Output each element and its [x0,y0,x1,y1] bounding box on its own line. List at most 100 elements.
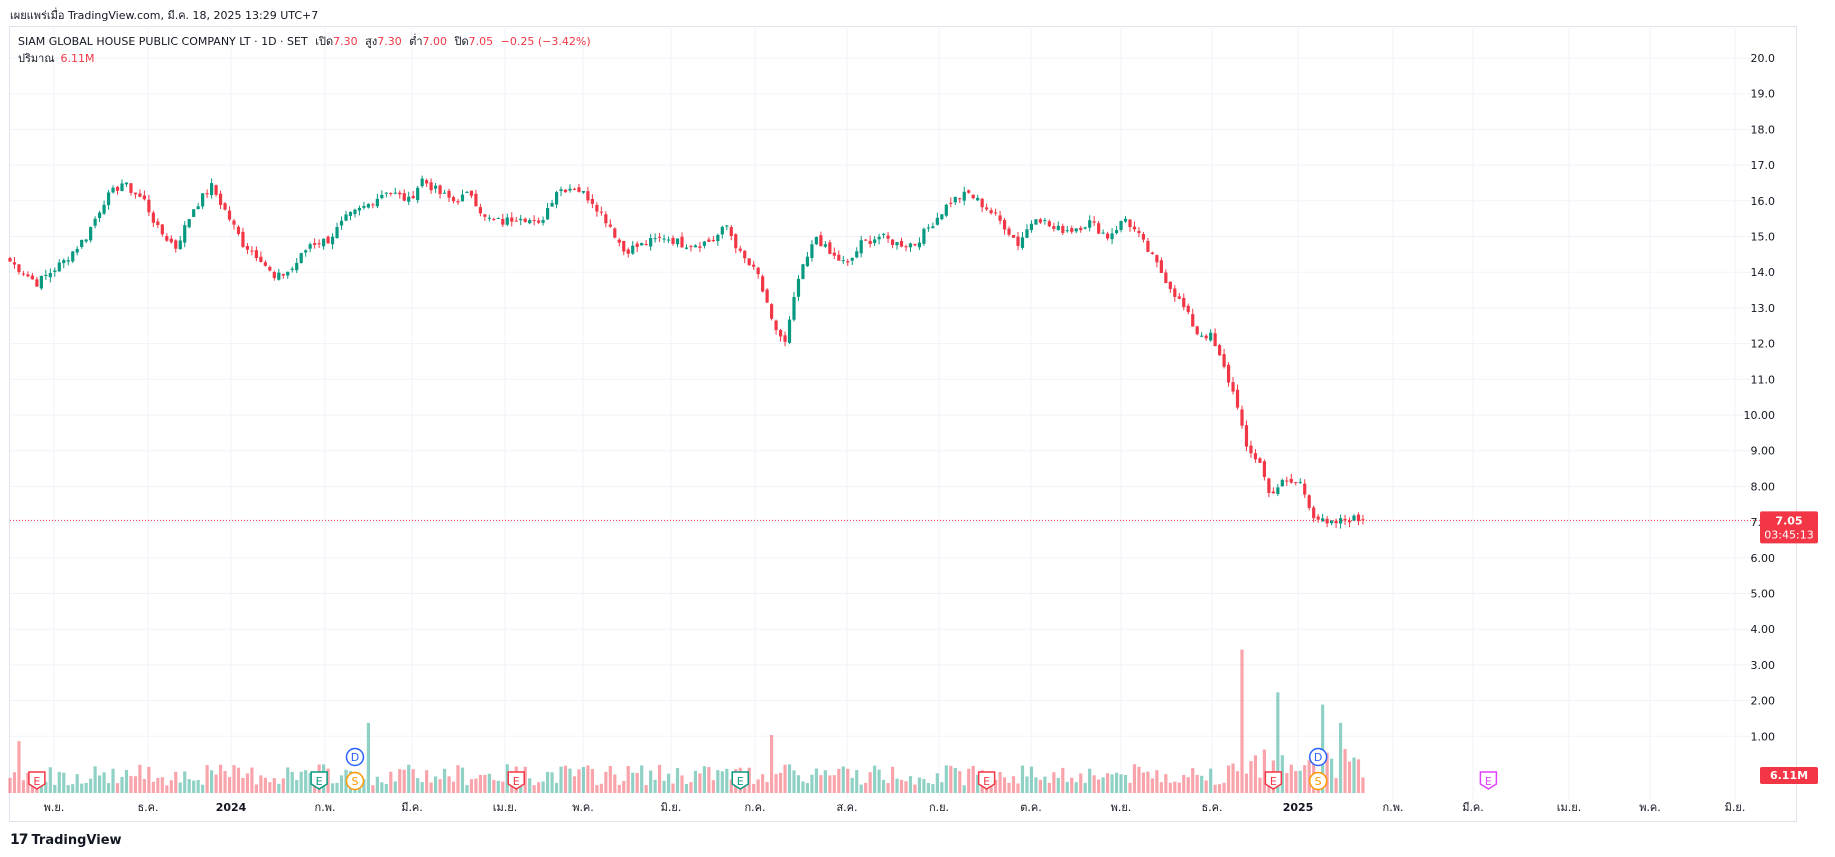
event-label: D [351,751,359,764]
volume-bar [389,771,393,793]
dividend-marker[interactable]: D [345,747,365,767]
high-label: สูง [365,35,378,48]
candle-body [245,246,250,250]
volume-bar [456,765,460,793]
volume-bar [402,769,406,793]
candle-body [734,234,738,249]
candle-body [1343,518,1347,521]
candle-body [774,320,778,331]
candle-body [559,189,563,192]
volume-bar [510,782,514,793]
volume-bar [563,765,568,793]
volume-bar [205,765,209,793]
time-tick: 2025 [1283,801,1314,814]
volume-bar [1168,782,1172,793]
candle-body [707,239,711,242]
candle-body [496,218,500,220]
tradingview-brand[interactable]: 17 TradingView [10,832,122,848]
volume-bar [308,773,312,793]
price-tick: 6.00 [1751,552,1776,565]
candle-body [201,193,205,207]
candle-body [1029,223,1034,231]
candle-body [1209,332,1213,341]
symbol-name[interactable]: SIAM GLOBAL HOUSE PUBLIC COMPANY LT · 1D… [18,35,308,48]
volume-bar [465,785,469,793]
earnings-marker[interactable]: E [310,771,328,790]
volume-bar [761,774,765,793]
candle-body [940,214,944,220]
volume-bar [1047,782,1051,793]
volume-bar [1213,784,1217,793]
candle-body [528,220,532,224]
candle-body [317,243,321,245]
candle-body [917,242,922,248]
earnings-marker[interactable]: E [731,771,749,790]
candle-body [1074,228,1078,232]
event-markers: E EDS E E E EDS E [28,747,1498,791]
candle-body [1056,225,1060,230]
candle-body [1262,461,1266,477]
volume-bar [245,773,250,793]
earnings-marker[interactable]: E [1264,771,1283,790]
volume-bar [658,764,662,793]
volume-bar [1280,755,1284,793]
candle-body [1280,479,1284,487]
volume-bar [1191,768,1195,793]
earnings-marker[interactable]: E [28,771,46,790]
volume-bar [469,779,474,793]
volume-bar [1195,774,1199,793]
volume-bar [586,765,590,793]
candle-body [1092,221,1096,223]
earnings-marker[interactable]: E [1479,771,1498,790]
candle-body [1235,389,1240,408]
volume-bar [183,771,187,793]
volume-bar [1029,766,1034,793]
candle-body [66,260,70,262]
price-tick: 8.00 [1751,480,1776,493]
split-marker[interactable]: S [1308,771,1328,791]
volume-bar [1361,777,1365,793]
candle-body [689,246,693,248]
candle-body [478,207,482,214]
volume-bar [626,765,630,793]
earnings-marker[interactable]: E [507,771,525,790]
candle-body [1356,514,1361,522]
candle-body [770,304,774,319]
split-marker[interactable]: S [345,771,365,791]
candle-body [1258,458,1262,463]
volume-bar [111,768,115,793]
candle-body [626,249,630,254]
volume-bar [792,770,796,793]
volume-bar [832,775,836,793]
grid-lines [10,28,1755,800]
candle-body [1168,281,1172,290]
candle-body [313,243,317,245]
volume-bar [214,774,218,793]
candle-body [339,220,344,226]
candle-body [1244,425,1249,447]
time-tick: ก.พ. [1383,801,1404,814]
volume-bar [756,779,760,793]
candle-body [837,254,841,261]
volume-bar [796,775,801,793]
earnings-icon [1479,771,1498,790]
candle-body [1034,219,1038,225]
earnings-marker[interactable]: E [977,771,996,790]
volume-bar [944,765,948,793]
candle-body [926,227,930,229]
candle-body [613,228,617,238]
price-tick: 15.0 [1751,231,1776,244]
dividend-marker[interactable]: D [1308,747,1328,767]
volume-bar [550,772,554,793]
candle-body [792,297,796,320]
volume-bar [1334,778,1338,793]
volume-bar [994,779,998,793]
volume-label[interactable]: ปริมาณ [18,52,55,65]
candle-body [796,278,801,297]
volume-bar [66,785,70,793]
volume-bar [44,781,48,793]
candle-body [57,262,61,272]
candle-body [460,194,465,202]
time-tick: มี.ค. [401,801,423,814]
